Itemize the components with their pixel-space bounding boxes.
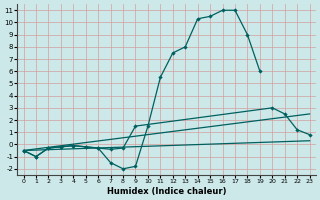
X-axis label: Humidex (Indice chaleur): Humidex (Indice chaleur) bbox=[107, 187, 226, 196]
